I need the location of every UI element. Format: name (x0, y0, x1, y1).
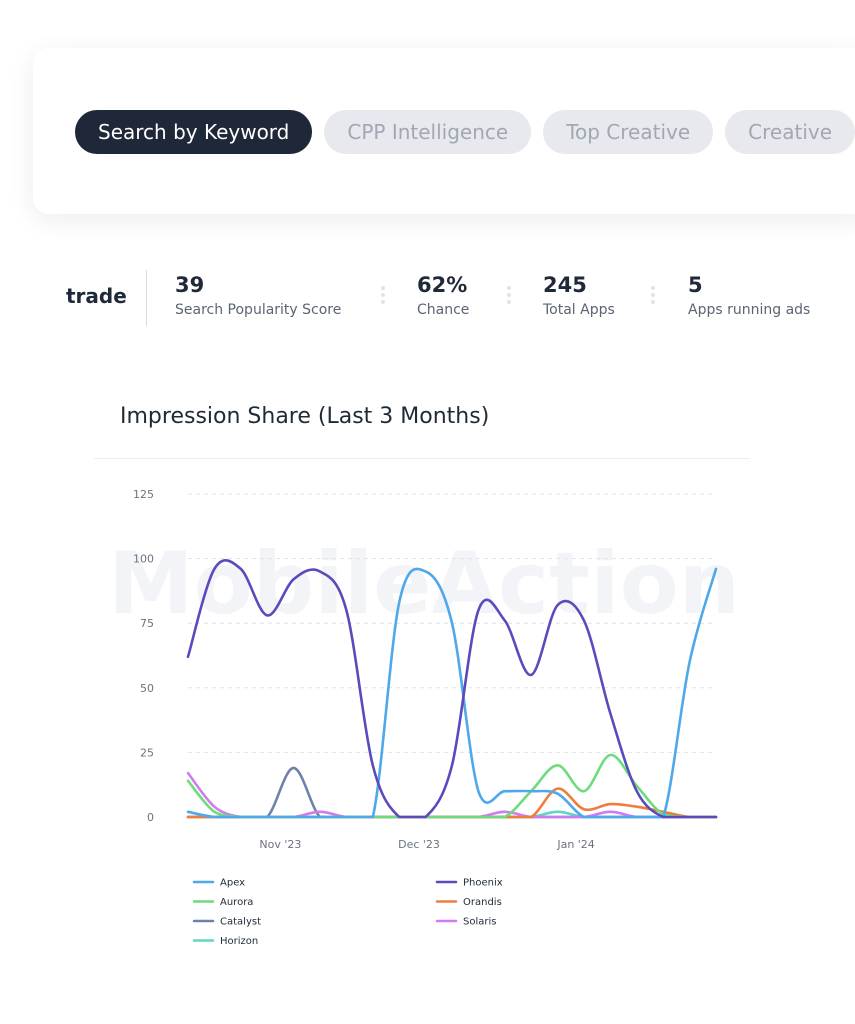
y-tick-label: 125 (133, 488, 154, 501)
stat-total-apps: 245 Total Apps (543, 272, 615, 320)
separator-dots (507, 286, 511, 304)
stat-value: 5 (688, 273, 703, 297)
legend-label-orandis: Orandis (463, 897, 502, 908)
y-tick-label: 25 (140, 746, 154, 759)
chart-title: Impression Share (Last 3 Months) (120, 404, 490, 429)
tab-cpp-intelligence[interactable]: CPP Intelligence (324, 110, 532, 154)
stat-label: Chance (417, 302, 470, 318)
y-tick-label: 100 (133, 553, 154, 566)
impression-share-card: Impression Share (Last 3 Months) MobileA… (94, 378, 750, 978)
tab-search-by-keyword[interactable]: Search by Keyword (75, 110, 313, 154)
legend-label-solaris: Solaris (463, 917, 496, 928)
legend-label-phoenix: Phoenix (463, 878, 503, 889)
x-tick-label: Dec '23 (398, 838, 440, 851)
series-line-phoenix (186, 559, 718, 819)
tab-bar: Search by Keyword CPP Intelligence Top C… (75, 110, 855, 154)
legend-label-catalyst: Catalyst (220, 917, 261, 928)
divider (146, 270, 147, 326)
keyword-label: trade (66, 284, 127, 308)
series-line-apex (186, 567, 718, 819)
y-tick-label: 50 (140, 682, 154, 695)
tab-card: Search by Keyword CPP Intelligence Top C… (33, 48, 855, 214)
stat-value: 245 (543, 273, 587, 297)
series-line-solaris (186, 771, 718, 819)
legend-label-apex: Apex (220, 878, 245, 889)
legend-label-aurora: Aurora (220, 897, 253, 908)
stat-value: 62% (417, 273, 468, 297)
x-tick-label: Jan '24 (556, 838, 594, 851)
stat-label: Search Popularity Score (175, 302, 342, 318)
stat-search-popularity: 39 Search Popularity Score (175, 272, 341, 320)
stat-value: 39 (175, 273, 205, 297)
keyword-stats: trade 39 Search Popularity Score 62% Cha… (0, 268, 855, 328)
stat-apps-running-ads: 5 Apps running ads (688, 272, 810, 320)
y-tick-label: 0 (147, 811, 154, 824)
watermark-text: MobileAction (108, 534, 740, 634)
divider (94, 458, 750, 459)
separator-dots (651, 286, 655, 304)
stat-label: Apps running ads (688, 302, 811, 318)
impression-share-chart: MobileAction 0 25 50 75 100 125 Nov '23 Dec '23 J… (108, 488, 740, 947)
legend-label-horizon: Horizon (220, 936, 258, 947)
y-tick-label: 75 (140, 617, 154, 630)
tab-top-creative[interactable]: Top Creative (543, 110, 714, 154)
separator-dots (381, 286, 385, 304)
tab-creative[interactable]: Creative (725, 110, 855, 154)
stat-chance: 62% Chance (417, 272, 469, 320)
stat-label: Total Apps (543, 302, 615, 318)
x-tick-label: Nov '23 (259, 838, 301, 851)
